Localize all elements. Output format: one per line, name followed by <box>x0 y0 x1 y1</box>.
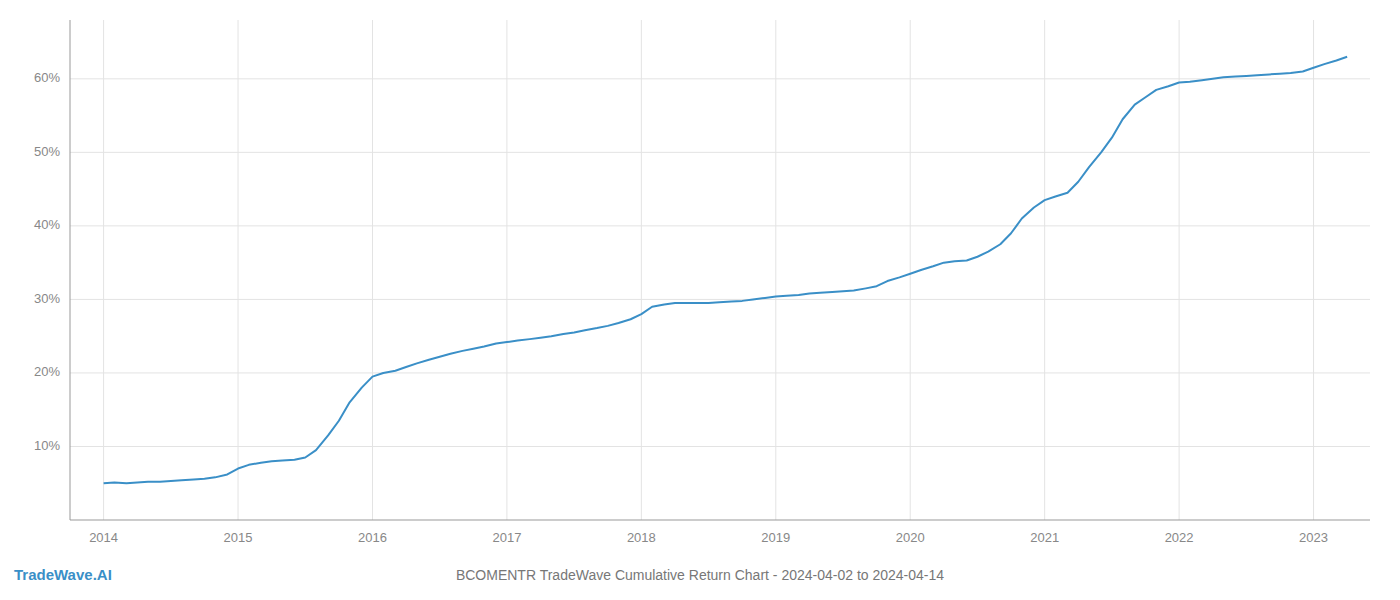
y-tick-label: 10% <box>34 438 60 453</box>
x-tick-label: 2014 <box>89 530 118 545</box>
x-grid-line <box>1313 20 1314 520</box>
x-tick-label: 2015 <box>224 530 253 545</box>
x-grid-line <box>641 20 642 520</box>
y-tick-label: 50% <box>34 144 60 159</box>
x-grid-line <box>1044 20 1045 520</box>
x-axis-line <box>70 520 1370 521</box>
data-line <box>104 57 1348 483</box>
y-grid-line <box>70 446 1370 447</box>
y-tick-label: 20% <box>34 364 60 379</box>
x-tick-label: 2021 <box>1030 530 1059 545</box>
watermark: TradeWave.AI <box>14 566 112 583</box>
y-grid-line <box>70 78 1370 79</box>
y-tick-label: 30% <box>34 291 60 306</box>
chart: 10% 20% 30% 40% 50% 60% 2014 2015 2016 2017 2018 20… <box>0 0 1400 600</box>
x-tick-label: 2018 <box>627 530 656 545</box>
x-grid-line <box>506 20 507 520</box>
y-grid-line <box>70 299 1370 300</box>
x-grid-line <box>372 20 373 520</box>
y-grid-line <box>70 372 1370 373</box>
x-grid-line <box>910 20 911 520</box>
x-tick-label: 2019 <box>761 530 790 545</box>
x-grid-line <box>775 20 776 520</box>
plot-area <box>104 57 1348 483</box>
y-tick-label: 40% <box>34 217 60 232</box>
y-axis-line <box>70 20 71 520</box>
x-tick-label: 2016 <box>358 530 387 545</box>
x-grid-line <box>103 20 104 520</box>
x-tick-label: 2017 <box>492 530 521 545</box>
grid <box>70 20 1370 520</box>
x-grid-line <box>238 20 239 520</box>
y-tick-label: 60% <box>34 70 60 85</box>
axes: 10% 20% 30% 40% 50% 60% 2014 2015 2016 2017 2018 20… <box>34 20 1370 545</box>
y-grid-line <box>70 225 1370 226</box>
y-grid-line <box>70 152 1370 153</box>
x-tick-label: 2023 <box>1299 530 1328 545</box>
title: BCOMENTR TradeWave Cumulative Return Cha… <box>456 567 944 583</box>
x-grid-line <box>1179 20 1180 520</box>
x-tick-label: 2020 <box>896 530 925 545</box>
x-tick-label: 2022 <box>1165 530 1194 545</box>
